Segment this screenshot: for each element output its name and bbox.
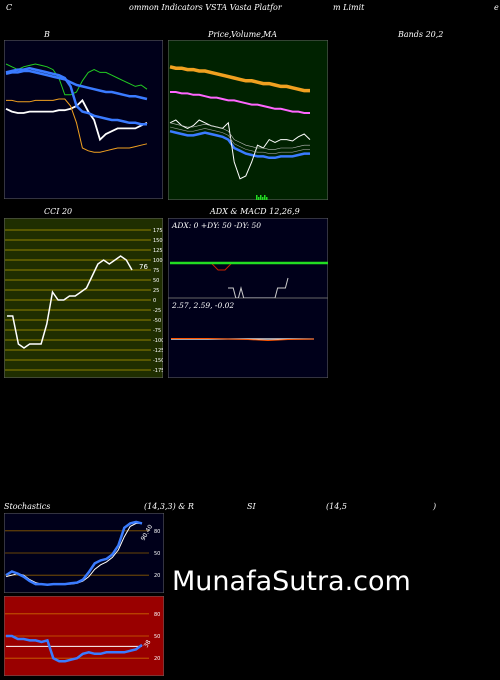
adx-macd-label: ADX & MACD 12,26,9 [210,207,300,216]
ma-blue-line [169,129,310,160]
watermark: MunafaSutra.com [172,566,411,597]
adx-line [228,277,289,298]
rsi-tick-label: 80 [154,612,160,618]
rsi-label: SI [247,502,256,511]
cci-tick-label: 50 [153,278,159,284]
stoch-tick-label: 50 [154,551,160,557]
cci-tick-label: -125 [153,348,163,354]
cci-line [7,255,133,349]
rsi-params: (14,5 [326,502,347,511]
rsi-tick-label: 20 [154,656,160,662]
stoch-k-line [5,520,143,587]
bollinger-series-line [5,66,147,126]
stoch-label: Stochastics [4,502,51,511]
volume-bar [262,197,264,200]
cci-tick-label: -25 [153,308,161,314]
cci-tick-label: 125 [153,248,163,254]
bollinger-series-line [5,69,148,101]
ma-pink-line [170,91,310,114]
header-c: C [6,3,13,12]
cci-tick-label: 150 [153,238,163,244]
ma-label: MA [263,30,277,39]
price-line [169,119,311,180]
stoch-tick-label: 80 [154,529,160,535]
rsi-line [6,634,143,663]
band-upper-line [169,122,310,150]
cci-tick-label: 25 [153,288,159,294]
cci-tick-label: -100 [153,338,163,344]
volume-bar [266,197,268,200]
cci-tick-label: -175 [153,368,163,374]
cci-tick-label: 0 [153,298,156,304]
cci-chart: 175 150 125 100 75 50 25 0 -25 -50 -75 -100 -125 -150… [4,218,163,378]
volume-bar [258,197,260,200]
cci-label: CCI 20 [44,207,73,216]
volume-label: Volume, [231,30,264,39]
cci-tick-label: 175 [153,228,163,234]
macd-chart: 2.57, 2.59, -0.02 [168,298,328,378]
cci-tick-label: -50 [153,318,161,324]
volume-bar [264,195,266,200]
ma-orange-line [169,65,310,93]
volume-bar [260,195,262,200]
stoch-tick-label: 20 [154,573,160,579]
rsi-chart: 80 50 20 38 [4,596,164,676]
macd-values: 2.57, 2.59, -0.02 [171,301,234,310]
cci-last-value: 76 [139,263,148,271]
adx-chart: ADX: 0 +DY: 50 -DY: 50 [168,218,328,298]
price-ma-chart [168,40,328,200]
stoch-params: (14,3,3) & R [144,502,194,511]
header-title-right: m Limit [333,3,365,12]
cci-tick-label: -75 [153,328,161,334]
header-title: ommon Indicators VSTA Vasta Platfor [129,3,282,12]
bollinger-chart [4,40,163,199]
bollinger-label: B [44,30,50,39]
rsi-last-value: 38 [143,639,153,649]
rsi-close: ) [433,502,437,511]
bands-label: Bands 20,2 [398,30,444,39]
cci-tick-label: 75 [153,268,159,274]
band-mid-line [169,126,310,154]
header-title-tail: e [494,3,499,12]
bollinger-series-line [5,63,148,96]
rsi-tick-label: 50 [154,634,160,640]
cci-tick-label: 100 [153,258,163,264]
bollinger-series-line [6,98,148,153]
adx-values: ADX: 0 +DY: 50 -DY: 50 [171,221,261,230]
cci-tick-label: -150 [153,358,163,364]
price-label: Price, [208,30,232,39]
volume-bar [256,195,258,200]
